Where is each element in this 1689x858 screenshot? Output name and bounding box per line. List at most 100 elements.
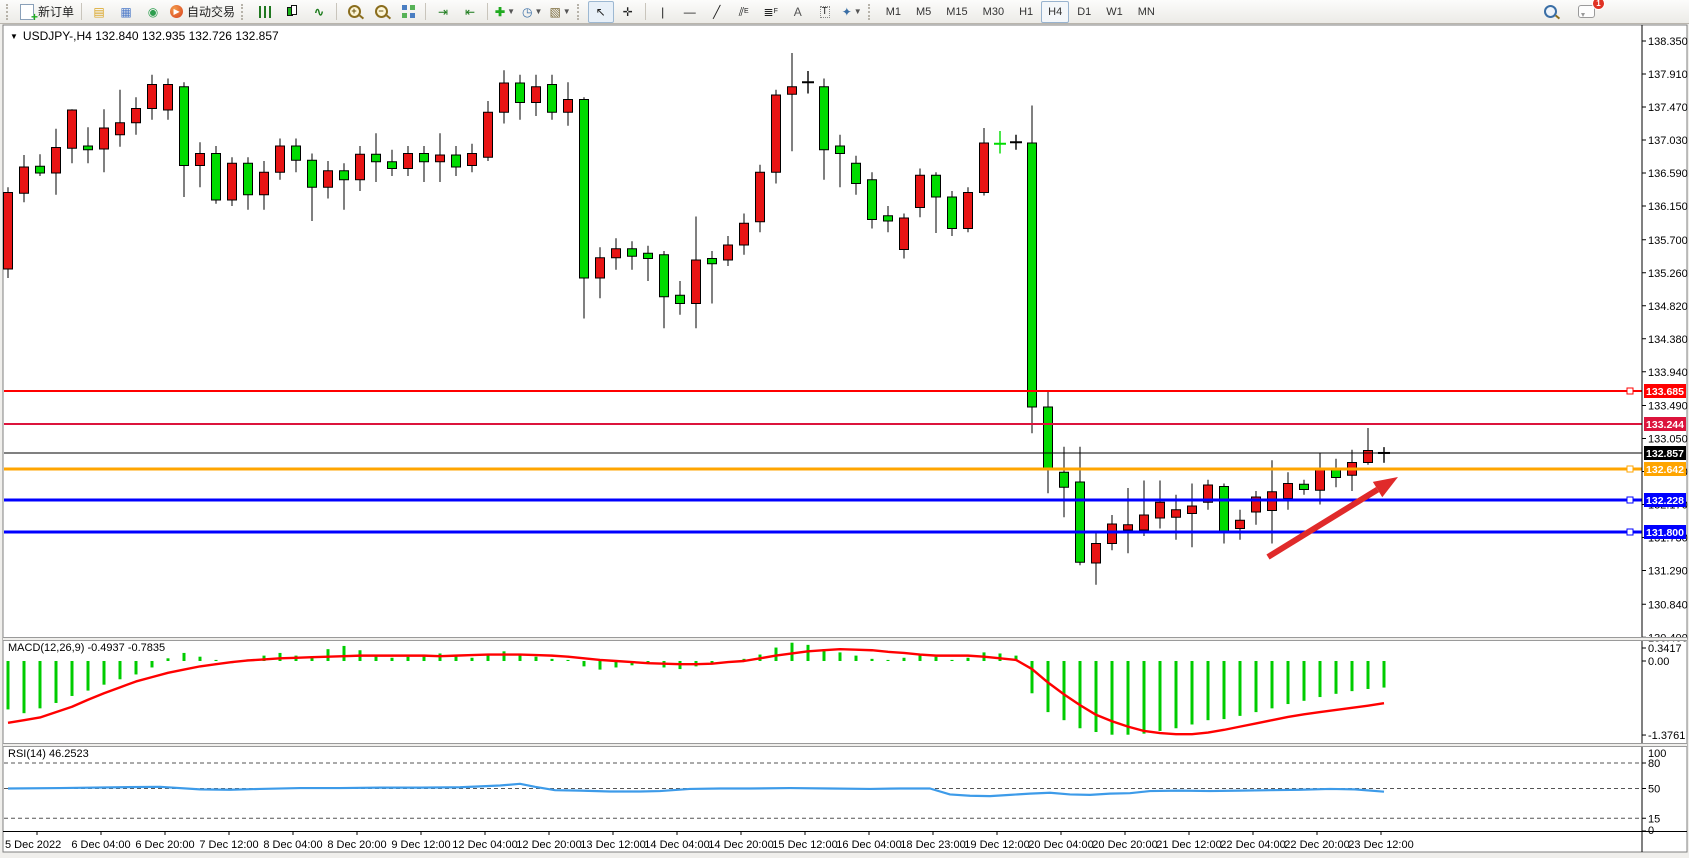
svg-text:15: 15	[1648, 813, 1660, 825]
hline-anchor[interactable]	[1626, 465, 1634, 473]
hline-anchor[interactable]	[1626, 528, 1634, 536]
symbol-info-line[interactable]: ▼ USDJPY-,H4 132.840 132.935 132.726 132…	[10, 29, 279, 43]
toolbar-grip	[867, 3, 875, 20]
trendline-icon: ╱	[713, 4, 721, 19]
search-icon	[1543, 5, 1557, 18]
candle-chart-button[interactable]	[279, 1, 305, 23]
svg-text:133.940: 133.940	[1648, 367, 1688, 379]
search-button[interactable]	[1537, 1, 1563, 23]
svg-text:15 Dec 12:00: 15 Dec 12:00	[772, 839, 837, 851]
arrows-button[interactable]: ✦ ▼	[839, 1, 865, 23]
timeframe-m15[interactable]: M15	[946, 5, 968, 18]
auto-scroll-button[interactable]: ⇥	[430, 1, 456, 23]
indicators-button[interactable]: ✚ ▼	[492, 1, 518, 23]
svg-text:133.050: 133.050	[1648, 434, 1688, 446]
data-window-icon: ▦	[120, 4, 132, 19]
hline-anchor[interactable]	[1626, 496, 1634, 504]
bar-chart-button[interactable]	[252, 1, 278, 23]
timeframe-d1[interactable]: D1	[1077, 5, 1092, 18]
svg-text:134.380: 134.380	[1648, 334, 1688, 346]
timeframe-h4[interactable]: H4	[1041, 0, 1070, 23]
svg-text:13 Dec 12:00: 13 Dec 12:00	[580, 839, 645, 851]
chat-bubble-icon	[1577, 5, 1595, 18]
cursor-button[interactable]: ↖	[587, 0, 614, 23]
fibonacci-button[interactable]: ≣ F	[763, 4, 778, 19]
zoom-in-button[interactable]: +	[341, 1, 367, 23]
svg-text:50: 50	[1648, 784, 1660, 796]
toolbar-grip	[241, 3, 248, 20]
svg-text:18 Dec 23:00: 18 Dec 23:00	[900, 839, 965, 851]
auto-trading-button[interactable]: ▶ 自动交易	[167, 1, 238, 23]
text-label-icon: T	[819, 5, 830, 18]
trend-arrow-annotation[interactable]	[1266, 477, 1398, 560]
svg-text:22 Dec 20:00: 22 Dec 20:00	[1284, 839, 1349, 851]
notification-badge: 1	[1592, 0, 1605, 10]
cursor-icon: ↖	[595, 4, 606, 19]
svg-text:0.3417: 0.3417	[1648, 643, 1682, 655]
navigator-button[interactable]: ◉	[140, 1, 166, 23]
svg-text:136.590: 136.590	[1648, 168, 1688, 180]
svg-text:131.800: 131.800	[1646, 527, 1684, 539]
chart-shift-button[interactable]: ⇤	[457, 1, 483, 23]
svg-text:8 Dec 20:00: 8 Dec 20:00	[327, 839, 386, 851]
macd-indicator-label: MACD(12,26,9) -0.4937 -0.7835	[8, 642, 166, 654]
time-axis[interactable]: 5 Dec 2022 6 Dec 04:00 6 Dec 20:00 7 Dec 12…	[3, 831, 1687, 851]
svg-text:133.685: 133.685	[1646, 386, 1684, 398]
line-chart-icon: ∿	[314, 4, 325, 19]
text-label-button[interactable]: T	[812, 1, 838, 23]
svg-text:20 Dec 04:00: 20 Dec 04:00	[1028, 839, 1093, 851]
zoom-out-button[interactable]: −	[368, 1, 394, 23]
separator	[336, 3, 338, 20]
horizontal-line-button[interactable]: —	[677, 1, 703, 23]
indicators-icon: ✚	[495, 4, 506, 19]
horizontal-line-objects[interactable]	[4, 387, 1642, 536]
messages-button[interactable]: 1	[1573, 0, 1605, 23]
rsi-indicator-label: RSI(14) 46.2523	[8, 748, 89, 760]
vertical-line-button[interactable]: |	[650, 1, 676, 23]
svg-text:134.820: 134.820	[1648, 301, 1688, 313]
svg-text:137.470: 137.470	[1648, 102, 1688, 114]
horizontal-line-icon: —	[683, 4, 696, 19]
market-watch-icon: ▤	[93, 4, 105, 19]
timeframe-m1[interactable]: M1	[885, 5, 901, 18]
text-button[interactable]: A	[785, 1, 811, 23]
timeframe-h1[interactable]: H1	[1019, 5, 1034, 18]
macd-pane	[6, 642, 1386, 736]
tile-windows-icon	[401, 5, 415, 18]
line-chart-button[interactable]: ∿	[306, 1, 332, 23]
new-order-button[interactable]: + 新订单	[17, 1, 77, 23]
rsi-pane	[4, 762, 1642, 819]
price-axis[interactable]: 138.350 137.910 137.470 137.030 136.590 136.1…	[1641, 25, 1688, 852]
hline-anchor[interactable]	[1626, 387, 1634, 395]
timeframe-w1[interactable]: W1	[1106, 5, 1123, 18]
fibonacci-icon: ≣	[763, 4, 774, 19]
trendline-button[interactable]: ╱	[704, 1, 730, 23]
candlestick-icon	[286, 5, 298, 18]
timeframe-m30[interactable]: M30	[982, 5, 1005, 18]
svg-text:137.030: 137.030	[1648, 135, 1688, 147]
svg-text:5 Dec 2022: 5 Dec 2022	[5, 839, 61, 851]
svg-text:132.642: 132.642	[1646, 464, 1684, 476]
tile-windows-button[interactable]	[395, 1, 421, 23]
templates-button[interactable]: ▧ ▼	[546, 1, 573, 23]
svg-text:12 Dec 04:00: 12 Dec 04:00	[452, 839, 517, 851]
svg-text:14 Dec 04:00: 14 Dec 04:00	[644, 839, 709, 851]
crosshair-icon: ✛	[622, 4, 633, 19]
separator	[487, 3, 489, 20]
auto-trading-label: 自动交易	[187, 5, 236, 19]
chart-shift-icon: ⇤	[465, 4, 476, 19]
timeframe-m5[interactable]: M5	[915, 5, 932, 18]
separator	[425, 3, 427, 20]
periods-button[interactable]: ◷ ▼	[519, 1, 545, 23]
svg-text:6 Dec 04:00: 6 Dec 04:00	[71, 839, 130, 851]
svg-text:100: 100	[1648, 748, 1666, 760]
svg-text:135.700: 135.700	[1648, 235, 1688, 247]
market-watch-button[interactable]: ▤	[86, 1, 112, 23]
data-window-button[interactable]: ▦	[113, 1, 139, 23]
timeframe-mn[interactable]: MN	[1137, 5, 1155, 18]
crosshair-button[interactable]: ✛	[615, 1, 641, 23]
svg-text:132.857: 132.857	[1646, 448, 1684, 460]
chevron-down-icon: ▼	[10, 31, 18, 41]
channel-button[interactable]: ⫽ E	[738, 4, 749, 19]
